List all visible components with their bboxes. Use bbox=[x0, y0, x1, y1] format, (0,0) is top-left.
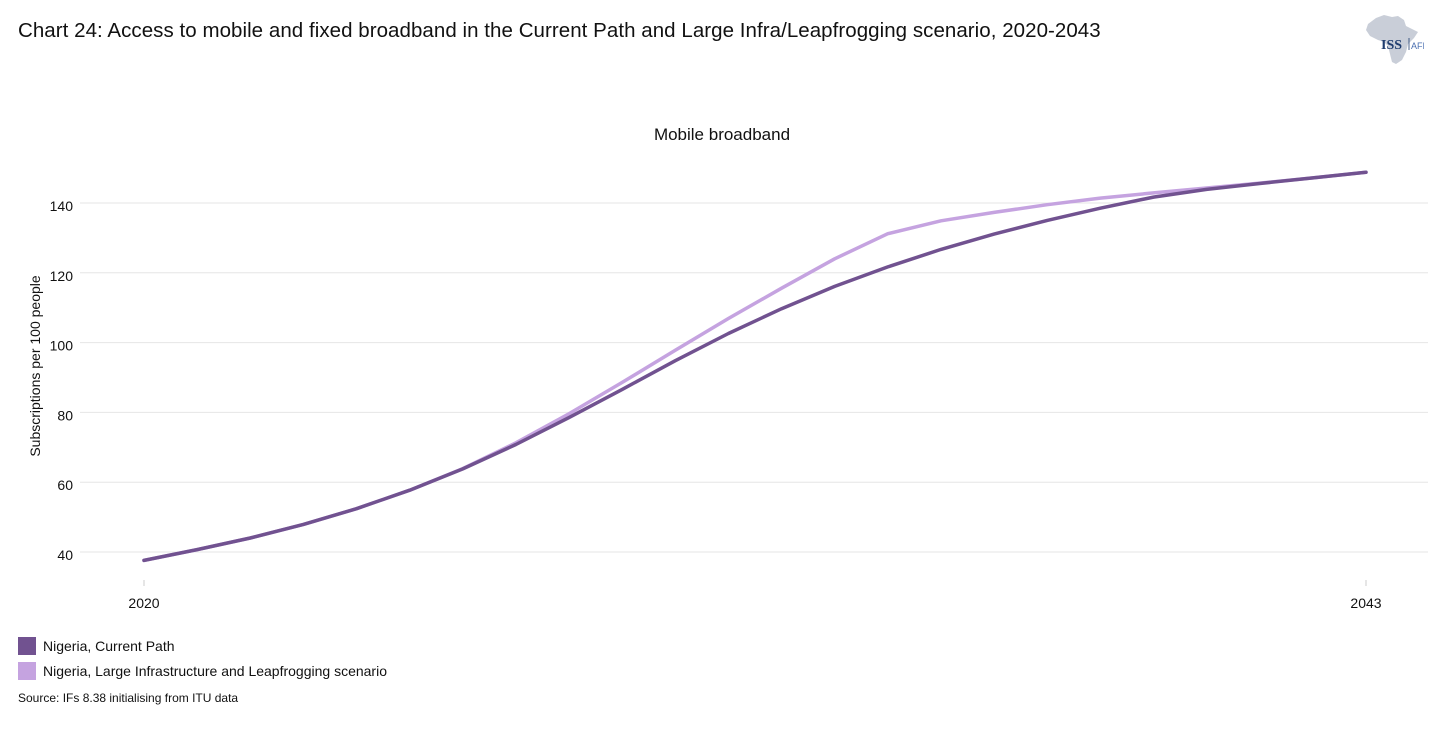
line-chart: Mobile broadband 40 60 80 100 120 140 2020 204… bbox=[27, 125, 1428, 611]
y-tick-label: 40 bbox=[57, 547, 73, 563]
legend-item-scenario: Nigeria, Large Infrastructure and Leapfr… bbox=[18, 659, 387, 683]
series-line-current-path bbox=[142, 170, 1368, 563]
grid-lines bbox=[80, 202, 1428, 586]
x-tick-label: 2020 bbox=[128, 595, 159, 611]
logo-afi-text: AFI bbox=[1411, 41, 1424, 51]
series-lines bbox=[142, 170, 1368, 563]
y-tick-label: 80 bbox=[57, 407, 73, 423]
iss-afi-logo: ISS AFI bbox=[1362, 12, 1425, 66]
y-tick-labels: 40 60 80 100 120 140 bbox=[50, 198, 74, 563]
legend-label-current-path: Nigeria, Current Path bbox=[43, 638, 175, 654]
y-tick-label: 140 bbox=[50, 198, 74, 214]
x-tick-label: 2043 bbox=[1350, 595, 1381, 611]
y-axis-label: Subscriptions per 100 people bbox=[27, 275, 43, 457]
source-note: Source: IFs 8.38 initialising from ITU d… bbox=[18, 691, 239, 705]
legend: Nigeria, Current Path Nigeria, Large Inf… bbox=[18, 634, 387, 684]
chart-title: Chart 24: Access to mobile and fixed bro… bbox=[18, 19, 1101, 42]
x-tick-labels: 2020 2043 bbox=[128, 595, 1381, 611]
africa-map-icon: ISS AFI bbox=[1366, 15, 1425, 64]
legend-swatch-current-path bbox=[18, 637, 36, 655]
series-line-scenario bbox=[142, 170, 1368, 563]
y-tick-label: 100 bbox=[50, 338, 74, 354]
y-tick-label: 60 bbox=[57, 477, 73, 493]
plot-title: Mobile broadband bbox=[654, 125, 790, 144]
legend-swatch-scenario bbox=[18, 662, 36, 680]
y-tick-label: 120 bbox=[50, 268, 74, 284]
legend-item-current-path: Nigeria, Current Path bbox=[18, 634, 387, 658]
logo-iss-text: ISS bbox=[1381, 38, 1402, 53]
legend-label-scenario: Nigeria, Large Infrastructure and Leapfr… bbox=[43, 663, 387, 679]
